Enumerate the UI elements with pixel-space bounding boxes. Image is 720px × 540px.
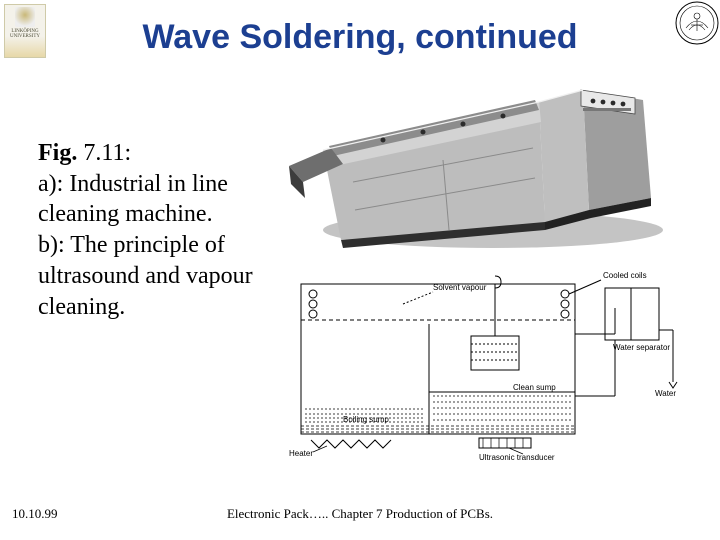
figure-number: 7.11: (83, 140, 131, 166)
label-ultrasonic: Ultrasonic transducer (479, 453, 555, 462)
label-boiling-sump: Boiling sump (343, 415, 389, 424)
cleaning-diagram-icon: Cooled coils Solvent vapour Water separa… (283, 264, 679, 472)
label-solvent-vapour: Solvent vapour (433, 283, 487, 292)
machine-photo-icon (283, 70, 679, 257)
caption-line-b: b): The principle of ultrasound and vapo… (38, 232, 253, 319)
figure-diagram-b: Cooled coils Solvent vapour Water separa… (283, 264, 679, 472)
footer-center: Electronic Pack….. Chapter 7 Production … (0, 506, 720, 522)
figure-caption: Fig. 7.11: a): Industrial in line cleani… (38, 138, 298, 322)
label-water: Water (655, 389, 676, 398)
label-clean-sump: Clean sump (513, 383, 556, 392)
label-heater: Heater (289, 449, 313, 458)
label-water-separator: Water separator (613, 343, 670, 352)
caption-line-a: a): Industrial in line cleaning machine. (38, 171, 228, 228)
figure-photo-a (283, 70, 679, 257)
label-cooled-coils: Cooled coils (603, 271, 647, 280)
slide-title: Wave Soldering, continued (0, 18, 720, 57)
figure-label: Fig. (38, 140, 77, 166)
